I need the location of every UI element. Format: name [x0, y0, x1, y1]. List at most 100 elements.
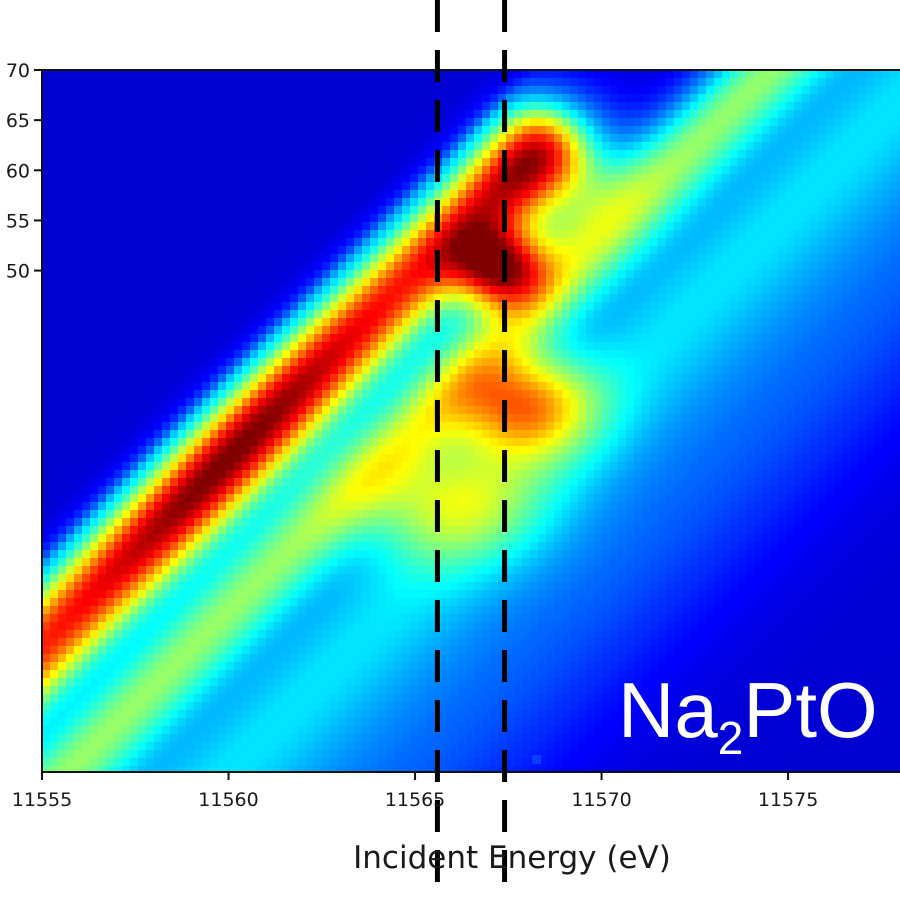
heatmap-cell: [410, 318, 419, 327]
heatmap-cell: [482, 246, 491, 255]
heatmap-cell: [178, 318, 187, 327]
heatmap-cell: [666, 110, 675, 119]
heatmap-cell: [74, 294, 83, 303]
heatmap-cell: [442, 110, 451, 119]
heatmap-cell: [538, 94, 547, 103]
heatmap-cell: [82, 390, 91, 399]
heatmap-cell: [266, 198, 275, 207]
heatmap-cell: [106, 398, 115, 407]
heatmap-cell: [850, 350, 859, 359]
heatmap-cell: [826, 118, 835, 127]
heatmap-cell: [690, 102, 699, 111]
heatmap-cell: [170, 262, 179, 271]
heatmap-cell: [378, 222, 387, 231]
heatmap-cell: [578, 318, 587, 327]
heatmap-cell: [650, 414, 659, 423]
heatmap-cell: [786, 102, 795, 111]
heatmap-cell: [610, 126, 619, 135]
heatmap-cell: [402, 310, 411, 319]
heatmap-cell: [306, 398, 315, 407]
heatmap-cell: [426, 422, 435, 431]
heatmap-cell: [698, 262, 707, 271]
heatmap-cell: [338, 350, 347, 359]
heatmap-cell: [754, 342, 763, 351]
heatmap-cell: [890, 286, 899, 295]
heatmap-cell: [218, 94, 227, 103]
heatmap-cell: [258, 230, 267, 239]
heatmap-cell: [162, 190, 171, 199]
heatmap-cell: [778, 342, 787, 351]
heatmap-cell: [186, 286, 195, 295]
heatmap-cell: [530, 206, 539, 215]
heatmap-cell: [266, 358, 275, 367]
heatmap-cell: [898, 334, 900, 343]
heatmap-cell: [514, 382, 523, 391]
heatmap-cell: [314, 398, 323, 407]
heatmap-cell: [242, 430, 251, 439]
heatmap-cell: [274, 198, 283, 207]
heatmap-cell: [90, 86, 99, 95]
heatmap-cell: [890, 318, 899, 327]
heatmap-cell: [642, 390, 651, 399]
heatmap-cell: [802, 78, 811, 87]
heatmap-cell: [594, 134, 603, 143]
heatmap-cell: [674, 102, 683, 111]
heatmap-cell: [690, 174, 699, 183]
heatmap-cell: [482, 230, 491, 239]
heatmap-cell: [250, 422, 259, 431]
heatmap-cell: [74, 70, 83, 79]
heatmap-cell: [890, 222, 899, 231]
heatmap-cell: [802, 382, 811, 391]
heatmap-cell: [714, 254, 723, 263]
heatmap-cell: [234, 134, 243, 143]
heatmap-cell: [418, 158, 427, 167]
heatmap-cell: [106, 366, 115, 375]
heatmap-cell: [458, 318, 467, 327]
heatmap-cell: [594, 86, 603, 95]
heatmap-cell: [418, 118, 427, 127]
heatmap-cell: [530, 190, 539, 199]
heatmap-cell: [874, 182, 883, 191]
heatmap-cell: [378, 286, 387, 295]
heatmap-cell: [650, 390, 659, 399]
heatmap-cell: [698, 294, 707, 303]
heatmap-cell: [546, 318, 555, 327]
heatmap-cell: [618, 110, 627, 119]
heatmap-cell: [554, 102, 563, 111]
heatmap-cell: [562, 302, 571, 311]
heatmap-cell: [850, 398, 859, 407]
heatmap-cell: [554, 94, 563, 103]
heatmap-cell: [570, 342, 579, 351]
heatmap-cell: [858, 374, 867, 383]
heatmap-cell: [250, 318, 259, 327]
heatmap-cell: [474, 158, 483, 167]
heatmap-cell: [834, 270, 843, 279]
heatmap-cell: [266, 414, 275, 423]
heatmap-cell: [418, 406, 427, 415]
heatmap-cell: [546, 342, 555, 351]
heatmap-cell: [650, 78, 659, 87]
heatmap-cell: [194, 94, 203, 103]
heatmap-cell: [338, 166, 347, 175]
heatmap-cell: [194, 286, 203, 295]
heatmap-cell: [466, 398, 475, 407]
heatmap-cell: [818, 302, 827, 311]
heatmap-cell: [266, 366, 275, 375]
heatmap-cell: [666, 142, 675, 151]
heatmap-cell: [762, 398, 771, 407]
heatmap-cell: [842, 358, 851, 367]
heatmap-cell: [202, 326, 211, 335]
heatmap-cell: [778, 198, 787, 207]
heatmap-cell: [714, 398, 723, 407]
heatmap-cell: [386, 142, 395, 151]
heatmap-cell: [506, 430, 515, 439]
heatmap-cell: [594, 406, 603, 415]
heatmap-cell: [474, 262, 483, 271]
heatmap-cell: [114, 390, 123, 399]
heatmap-cell: [802, 358, 811, 367]
heatmap-cell: [858, 422, 867, 431]
heatmap-cell: [162, 222, 171, 231]
heatmap-cell: [162, 270, 171, 279]
heatmap-cell: [714, 246, 723, 255]
heatmap-cell: [410, 198, 419, 207]
